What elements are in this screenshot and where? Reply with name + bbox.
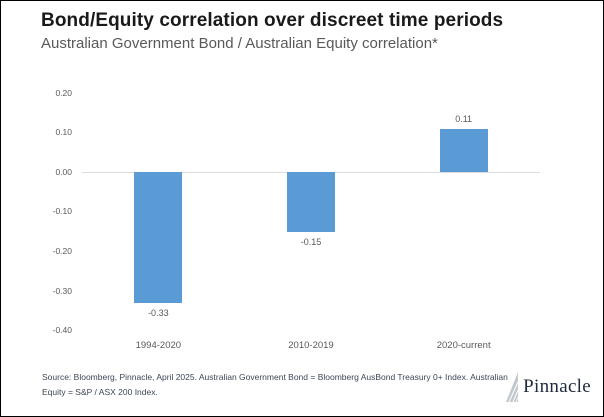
bar-2010-2019 — [287, 172, 335, 232]
y-axis-tick-label: 0.20 — [55, 87, 72, 98]
y-axis-tick-label: -0.40 — [52, 325, 72, 336]
y-axis-tick-label: -0.30 — [52, 285, 72, 296]
source-note: Source: Bloomberg, Pinnacle, April 2025.… — [42, 372, 508, 397]
pinnacle-logo: Pinnacle — [505, 371, 591, 403]
data-label: -0.15 — [300, 236, 322, 247]
y-axis-tick-label: 0.10 — [55, 127, 72, 138]
chart-title: Bond/Equity correlation over discreet ti… — [41, 10, 504, 31]
y-axis-tick-label: 0.00 — [55, 166, 72, 177]
category-label: 2020-current — [436, 340, 491, 351]
pinnacle-wordmark: Pinnacle — [523, 376, 591, 397]
bar-1994-2020 — [134, 172, 183, 303]
data-label: 0.11 — [455, 113, 473, 124]
category-label: 1994-2020 — [135, 340, 182, 351]
y-axis-tick-label: -0.20 — [52, 245, 72, 256]
chart-subtitle: Australian Government Bond / Australian … — [41, 35, 438, 52]
pinnacle-sail-icon — [506, 372, 519, 403]
bar-2020-current — [439, 128, 488, 173]
y-axis-tick-label: -0.10 — [52, 206, 72, 217]
category-label: 2010-2019 — [288, 340, 334, 351]
data-label: -0.33 — [148, 307, 169, 318]
